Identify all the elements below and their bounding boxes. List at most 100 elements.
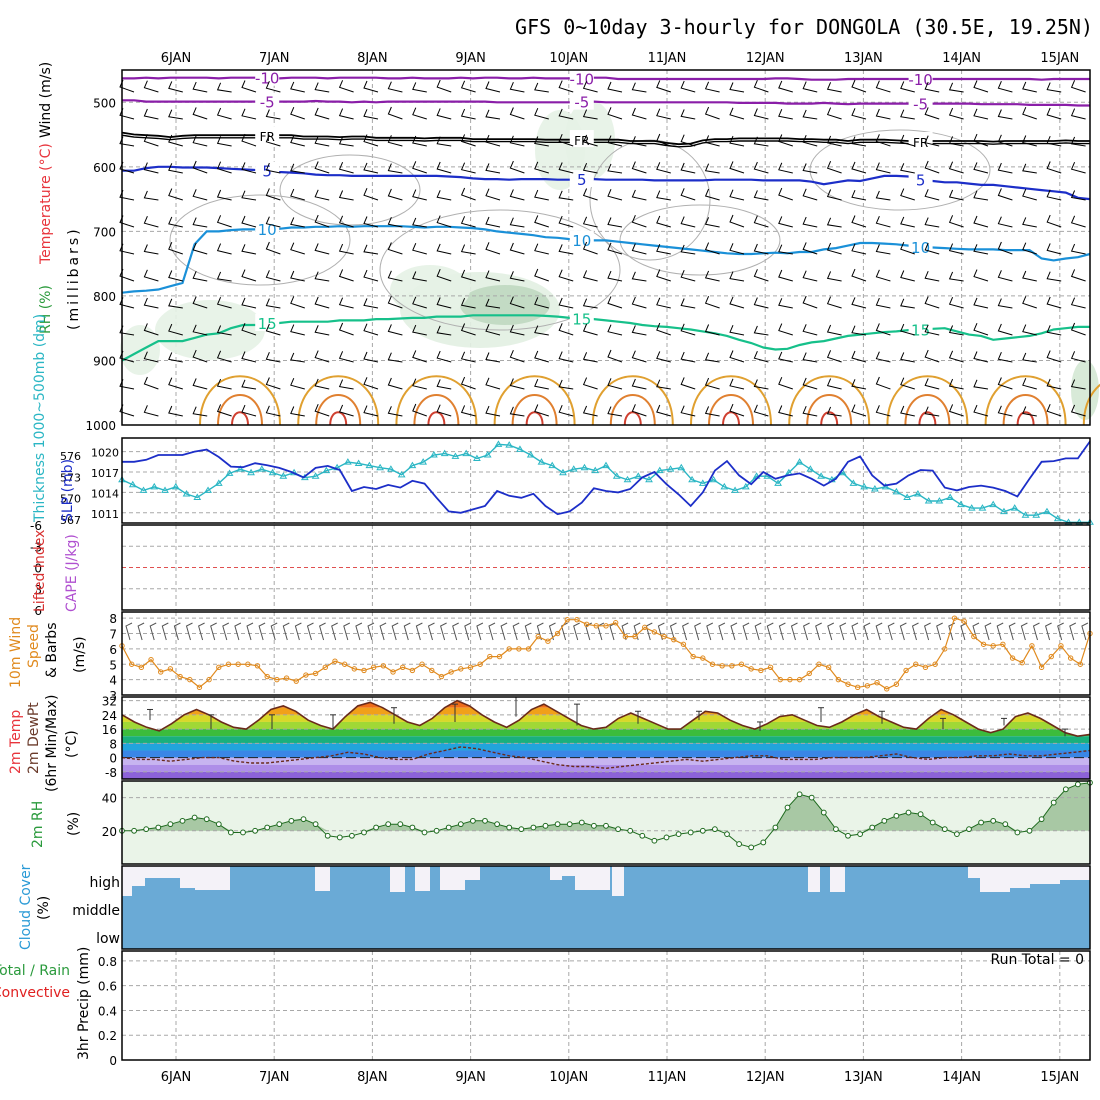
thickness-tick-label: 567: [60, 514, 81, 527]
wind-barb: [582, 81, 598, 93]
cloud-gap: [122, 866, 132, 896]
temp-band: [122, 757, 1090, 765]
wind-barb: [924, 189, 940, 201]
wind-barb: [1022, 163, 1037, 174]
wind-barb: [485, 324, 501, 336]
wind-barb: [412, 107, 427, 120]
surface-wind-barb: [137, 622, 145, 641]
wind-barb: [216, 297, 232, 309]
wind10-speed-point: [748, 666, 754, 672]
wind-barb: [1046, 161, 1062, 174]
surface-wind-barb: [512, 622, 520, 641]
wind-barb: [143, 376, 159, 390]
surface-isotherm-30: [231, 411, 249, 426]
wind-barb: [582, 323, 598, 336]
wind-barb: [607, 163, 623, 174]
surface-wind-barb: [669, 622, 677, 641]
wind-barb: [973, 190, 989, 201]
wind10-speed-point: [690, 653, 696, 660]
rh-point: [954, 831, 960, 838]
temp-tick-label: -8: [105, 766, 117, 780]
wind10-speed-point: [419, 661, 425, 667]
wind-barb: [1046, 82, 1062, 93]
thickness-point: [387, 465, 395, 472]
surface-wind-barb: [863, 622, 871, 641]
cloud-gap: [830, 866, 845, 892]
wind-barb: [509, 296, 525, 309]
temp-band: [122, 771, 1090, 779]
surface-wind-barb: [706, 622, 714, 641]
thickness-point: [645, 475, 653, 483]
surface-wind-barb: [561, 622, 568, 641]
wind-barb: [729, 350, 745, 363]
surface-wind-barb: [464, 622, 472, 641]
wind-barb: [558, 108, 574, 120]
rh-point: [905, 809, 912, 816]
wind-barb: [485, 188, 501, 201]
wind-barb: [875, 376, 891, 390]
thickness-point: [408, 461, 417, 469]
wind-barb: [631, 136, 647, 147]
thickness-point: [655, 466, 664, 474]
wind-barb: [729, 271, 745, 282]
rh-point: [929, 819, 936, 826]
wind-barb: [997, 352, 1013, 363]
wind10-speed-point: [796, 676, 803, 683]
wind-barb: [826, 378, 842, 390]
wind10-speed-point: [845, 681, 851, 687]
rh-point: [433, 827, 440, 834]
wind10-tick-label: 8: [109, 612, 117, 626]
wind10-speed-line: [121, 617, 1091, 690]
wind-barb: [997, 134, 1013, 147]
rh-point: [796, 791, 803, 798]
surface-wind-barb: [803, 622, 810, 641]
wind-barb: [558, 323, 574, 336]
wind-barb: [509, 160, 525, 174]
wind-barb: [973, 108, 989, 120]
wind-barb: [168, 163, 183, 174]
rh-point: [191, 814, 198, 821]
wind-barb: [704, 217, 720, 228]
wind-barb: [656, 269, 671, 282]
wind10-speed-point: [816, 661, 822, 667]
wind-barb: [460, 376, 476, 390]
wind-barb: [851, 161, 867, 174]
surface-wind-barb: [815, 622, 822, 641]
rh-point: [639, 832, 646, 839]
wind-barb: [900, 270, 915, 282]
wind-barb: [924, 378, 940, 390]
wind-barb: [485, 242, 501, 255]
surface-wind-barb: [790, 622, 798, 641]
wind-barb: [436, 190, 452, 201]
isotherm-label: 10: [572, 232, 591, 250]
wind-barb: [314, 271, 330, 282]
thickness-point: [612, 472, 621, 479]
thickness-point: [989, 500, 998, 508]
wind-barb: [412, 217, 427, 228]
surface-wind-barb: [1057, 622, 1064, 641]
surface-isotherm-25: [413, 394, 460, 426]
wind-barb: [338, 351, 354, 363]
thickness-point: [440, 449, 449, 457]
thickness-point: [182, 489, 191, 497]
wind-barb: [729, 161, 745, 174]
rh-point: [518, 826, 525, 833]
wind-barb: [680, 270, 696, 282]
thickness-point: [365, 461, 374, 469]
wind10-speed-point: [671, 636, 677, 643]
wind-barb: [363, 80, 379, 93]
wind10-speed-point: [864, 683, 871, 689]
wind-barb: [1070, 379, 1086, 390]
rh-point: [966, 826, 972, 833]
thickness-point: [1021, 511, 1030, 518]
wind-barb: [656, 404, 671, 417]
wind-barb: [338, 404, 354, 417]
wind-barb: [607, 217, 623, 228]
wind-barb: [143, 80, 159, 93]
wind-barb: [729, 135, 745, 147]
wind-barb: [1070, 269, 1086, 282]
wind-barb: [826, 406, 842, 417]
thickness-point: [171, 482, 180, 490]
wind-barb: [582, 298, 598, 309]
temp-band: [122, 764, 1090, 772]
